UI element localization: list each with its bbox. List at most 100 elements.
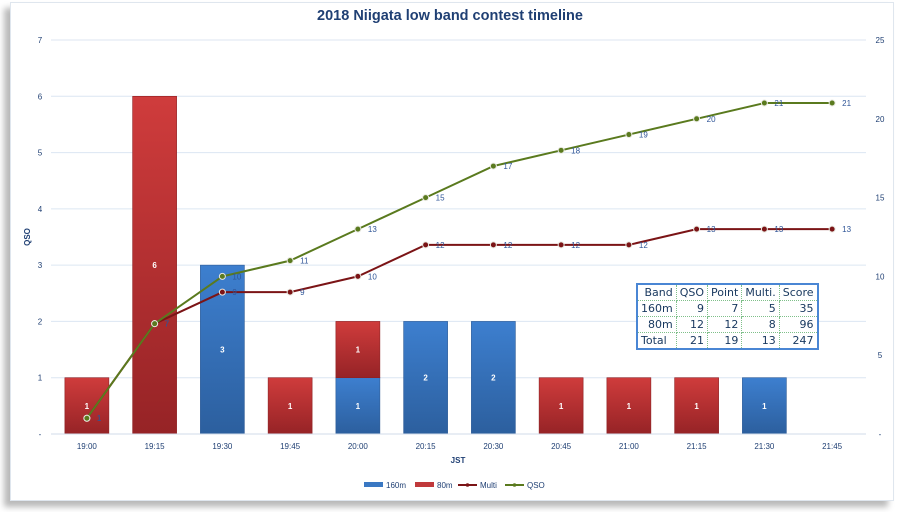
score-table-cell: 21 (675, 332, 709, 350)
point-QSO (489, 162, 497, 170)
y2-tick-label: - (879, 430, 882, 439)
legend-marker (512, 483, 517, 487)
point-QSO (354, 225, 362, 233)
y2-tick-label: 15 (876, 194, 885, 203)
line-data-label: 13 (774, 225, 783, 234)
line-data-label: 13 (707, 225, 716, 234)
score-table-cell: 7 (707, 300, 743, 317)
score-table-row: 80m 12 12 8 96 (636, 316, 819, 333)
x-axis: 19:00 19:15 19:30 19:45 20:00 20:15 20:30 20:45… (51, 433, 866, 451)
line-data-label: 21 (774, 99, 783, 108)
x-tick-label: 21:30 (754, 442, 775, 451)
score-table-cell: 13 (741, 332, 780, 350)
bar-160m (403, 321, 448, 435)
x-tick-label: 20:45 (551, 442, 572, 451)
bar-80m (335, 321, 381, 379)
bar-data-label: 1 (356, 402, 361, 411)
score-table-cell: 96 (778, 316, 819, 333)
bar-data-label: 6 (152, 261, 157, 270)
chart-title: 2018 Niigata low band contest timeline (317, 8, 583, 24)
line-data-label: 13 (842, 225, 851, 234)
legend-label: QSO (527, 481, 545, 490)
y-axis-right: - 5 10 15 20 25 (876, 36, 885, 439)
score-table-cell: 9 (675, 300, 709, 317)
y2-tick-label: 5 (878, 351, 883, 360)
bar-data-label: 1 (762, 402, 767, 411)
point-QSO (693, 115, 701, 123)
point-Multi (354, 272, 362, 280)
line-data-label: 17 (503, 162, 512, 171)
line-data-label: 13 (368, 225, 377, 234)
score-table-cell: Total (636, 332, 677, 350)
bar-80m (674, 377, 719, 435)
score-table-cell: 247 (778, 332, 819, 350)
line-QSO (86, 102, 833, 419)
line-data-label: 1 (97, 414, 102, 423)
point-QSO (151, 320, 159, 328)
gridlines (51, 39, 866, 435)
line-data-label: 12 (571, 241, 580, 250)
x-tick-label: 21:15 (687, 442, 708, 451)
score-table-cell: 80m (636, 316, 677, 333)
score-table-header-cell: Band (636, 283, 677, 301)
x-tick-label: 21:45 (822, 442, 843, 451)
bar-data-label: 1 (85, 402, 90, 411)
point-QSO (828, 99, 836, 107)
point-QSO (625, 131, 633, 139)
line-data-label: 9 (232, 288, 237, 297)
y-tick-label: 3 (38, 261, 43, 270)
point-Multi (557, 241, 565, 249)
score-table-cell: 35 (778, 300, 819, 317)
line-data-label: 11 (300, 257, 309, 266)
bar-80m (267, 377, 313, 435)
score-table-cell: 12 (675, 316, 709, 333)
x-tick-label: 19:15 (145, 442, 166, 451)
x-tick-label: 19:45 (280, 442, 301, 451)
point-Multi (422, 241, 430, 249)
score-table: Band QSO Point Multi. Score 160m 9 7 5 35 80m 12 12 8… (636, 283, 819, 350)
score-table-cell: 160m (636, 300, 677, 317)
score-table-row: Total 21 19 13 247 (636, 332, 819, 350)
point-Multi (828, 225, 836, 233)
legend-swatch (364, 482, 383, 487)
line-data-label: 7 (165, 320, 170, 329)
line-data-label: 1 (97, 414, 102, 423)
bar-data-label: 3 (220, 346, 225, 355)
point-QSO (286, 257, 294, 265)
legend-item-QSO: QSO (505, 481, 545, 490)
line-data-label: 21 (842, 99, 851, 108)
y2-tick-label: 10 (876, 272, 885, 281)
point-Multi (693, 225, 701, 233)
point-Multi (760, 225, 768, 233)
x-tick-label: 20:30 (483, 442, 504, 451)
bar-data-label: 1 (356, 346, 361, 355)
y-tick-label: 4 (38, 205, 43, 214)
score-table-cell: 12 (707, 316, 743, 333)
score-table-cell: 8 (741, 316, 780, 333)
line-data-label: 7 (165, 320, 170, 329)
bar-data-label: 1 (627, 402, 632, 411)
y-tick-label: 7 (38, 36, 43, 45)
point-Multi (625, 241, 633, 249)
y-tick-label: 1 (38, 374, 43, 383)
legend-marker (465, 483, 470, 487)
point-Multi (489, 241, 497, 249)
score-table-header-cell: Point (707, 283, 743, 301)
legend-label: 160m (386, 481, 406, 490)
score-table-cell: 5 (741, 300, 780, 317)
bar-data-label: 1 (559, 402, 564, 411)
bar-data-label: 2 (491, 374, 496, 383)
y2-tick-label: 25 (876, 36, 885, 45)
bar-80m (132, 95, 177, 435)
x-axis-title: JST (451, 456, 466, 465)
line-data-label: 12 (436, 241, 445, 250)
line-data-label: 18 (571, 146, 580, 155)
y-tick-label: 5 (38, 149, 43, 158)
legend-item-80m: 80m (415, 481, 453, 490)
line-data-label: 10 (368, 272, 377, 281)
bar-data-label: 2 (423, 374, 428, 383)
x-tick-label: 20:00 (348, 442, 369, 451)
bar-160m (471, 321, 516, 435)
line-data-label: 20 (707, 115, 716, 124)
